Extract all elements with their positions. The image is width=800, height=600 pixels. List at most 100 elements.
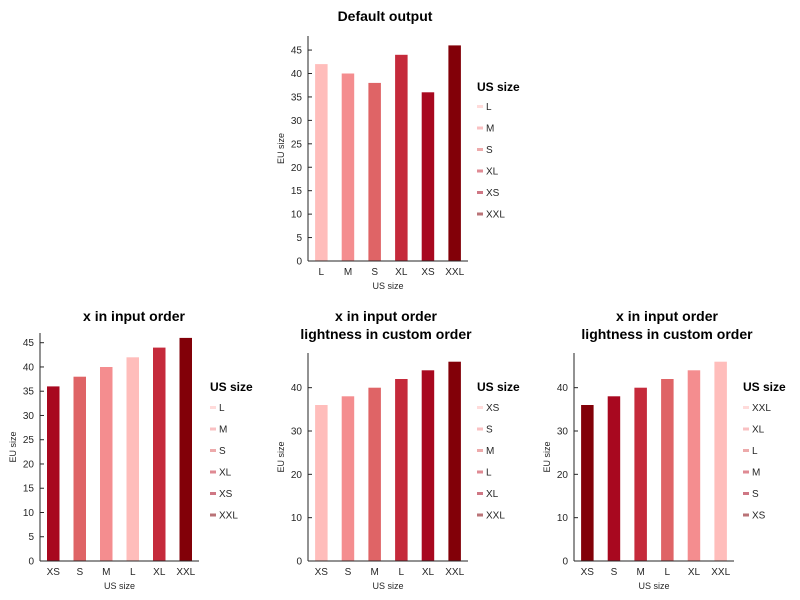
bar-l — [661, 379, 674, 561]
legend-item: M — [752, 468, 760, 479]
x-tick-label: XS — [47, 567, 61, 578]
x-tick-label: S — [371, 267, 378, 278]
legend-item: S — [752, 489, 759, 500]
chart-title: lightness in custom order — [300, 326, 472, 342]
x-tick-label: S — [76, 567, 83, 578]
y-tick-label: 35 — [291, 92, 303, 103]
y-tick-label: 40 — [23, 362, 35, 373]
legend-swatch — [743, 406, 749, 409]
legend-swatch — [210, 513, 216, 517]
x-axis-label: US size — [104, 581, 135, 591]
x-tick-label: XXL — [176, 567, 195, 578]
legend-swatch — [743, 427, 749, 431]
y-tick-label: 20 — [291, 470, 303, 481]
bar-s — [341, 396, 355, 561]
legend-item: L — [219, 403, 225, 414]
legend-title: US size — [477, 380, 520, 394]
legend-swatch — [743, 470, 749, 474]
legend-swatch — [477, 449, 483, 452]
legend-item: M — [486, 446, 494, 457]
x-tick-label: S — [611, 567, 618, 578]
bar-xl — [687, 370, 701, 561]
legend-swatch — [477, 406, 483, 409]
x-tick-label: XS — [315, 567, 329, 578]
bar-xl — [395, 54, 408, 262]
y-tick-label: 35 — [23, 387, 35, 398]
y-tick-label: 10 — [23, 508, 35, 519]
legend-item: XL — [486, 489, 499, 500]
legend-item: L — [486, 102, 492, 113]
bar-xs — [421, 92, 435, 262]
chart-title: x in input order — [83, 308, 185, 324]
y-tick-label: 30 — [23, 411, 35, 422]
chart-title: x in input order — [335, 308, 437, 324]
legend-swatch — [210, 406, 216, 409]
bar-xs — [315, 405, 328, 561]
y-tick-label: 20 — [23, 459, 35, 470]
bar-xl — [153, 347, 166, 561]
bar-l — [126, 357, 139, 561]
legend-title: US size — [477, 80, 520, 94]
legend-item: M — [219, 425, 227, 436]
bar-m — [100, 367, 113, 561]
legend-item: XS — [486, 188, 500, 199]
x-tick-label: XL — [422, 567, 435, 578]
legend-item: L — [752, 446, 758, 457]
legend-swatch — [477, 427, 483, 431]
bar-xl — [421, 370, 435, 561]
bar-xs — [581, 405, 594, 561]
legend-item: XS — [752, 511, 766, 522]
legend-swatch — [477, 212, 483, 216]
y-tick-label: 20 — [291, 163, 303, 174]
legend-swatch — [477, 148, 483, 151]
chart-title: Default output — [338, 8, 433, 24]
bar-xxl — [448, 361, 461, 561]
y-tick-label: 0 — [562, 557, 568, 568]
x-axis-label: US size — [638, 581, 669, 591]
y-tick-label: 10 — [291, 210, 303, 221]
y-tick-label: 10 — [557, 513, 569, 524]
bar-xxl — [179, 337, 192, 561]
legend-swatch — [210, 492, 216, 495]
x-tick-label: S — [345, 567, 352, 578]
x-axis-label: US size — [372, 281, 403, 291]
legend-item: XXL — [486, 210, 505, 221]
y-axis-label: EU size — [276, 441, 286, 472]
y-tick-label: 20 — [557, 470, 569, 481]
y-axis-label: EU size — [276, 133, 286, 164]
legend-item: S — [486, 145, 493, 156]
legend-item: M — [486, 124, 494, 135]
x-tick-label: XXL — [711, 567, 730, 578]
bar-s — [607, 396, 621, 561]
x-tick-label: XXL — [445, 567, 464, 578]
x-tick-label: XL — [395, 267, 408, 278]
x-tick-label: L — [399, 567, 405, 578]
legend-swatch — [210, 470, 216, 474]
y-tick-label: 15 — [23, 484, 35, 495]
legend-swatch — [477, 492, 483, 495]
legend-item: XXL — [219, 511, 238, 522]
chart-title: x in input order — [616, 308, 718, 324]
y-tick-label: 45 — [23, 338, 35, 349]
legend-swatch — [743, 513, 749, 517]
bar-m — [368, 387, 381, 561]
legend-swatch — [477, 470, 483, 474]
y-tick-label: 0 — [296, 257, 302, 268]
bar-xxl — [448, 45, 461, 262]
legend-item: XS — [219, 489, 233, 500]
x-tick-label: M — [637, 567, 645, 578]
legend-swatch — [477, 126, 483, 130]
bar-l — [315, 64, 328, 261]
legend-swatch — [210, 427, 216, 431]
legend-swatch — [743, 492, 749, 495]
x-tick-label: L — [130, 567, 136, 578]
x-tick-label: XXL — [445, 267, 464, 278]
y-axis-label: EU size — [542, 441, 552, 472]
y-tick-label: 30 — [557, 427, 569, 438]
legend-swatch — [477, 513, 483, 517]
x-tick-label: M — [371, 567, 379, 578]
x-tick-label: M — [102, 567, 110, 578]
x-tick-label: XS — [421, 267, 435, 278]
y-tick-label: 5 — [28, 532, 34, 543]
